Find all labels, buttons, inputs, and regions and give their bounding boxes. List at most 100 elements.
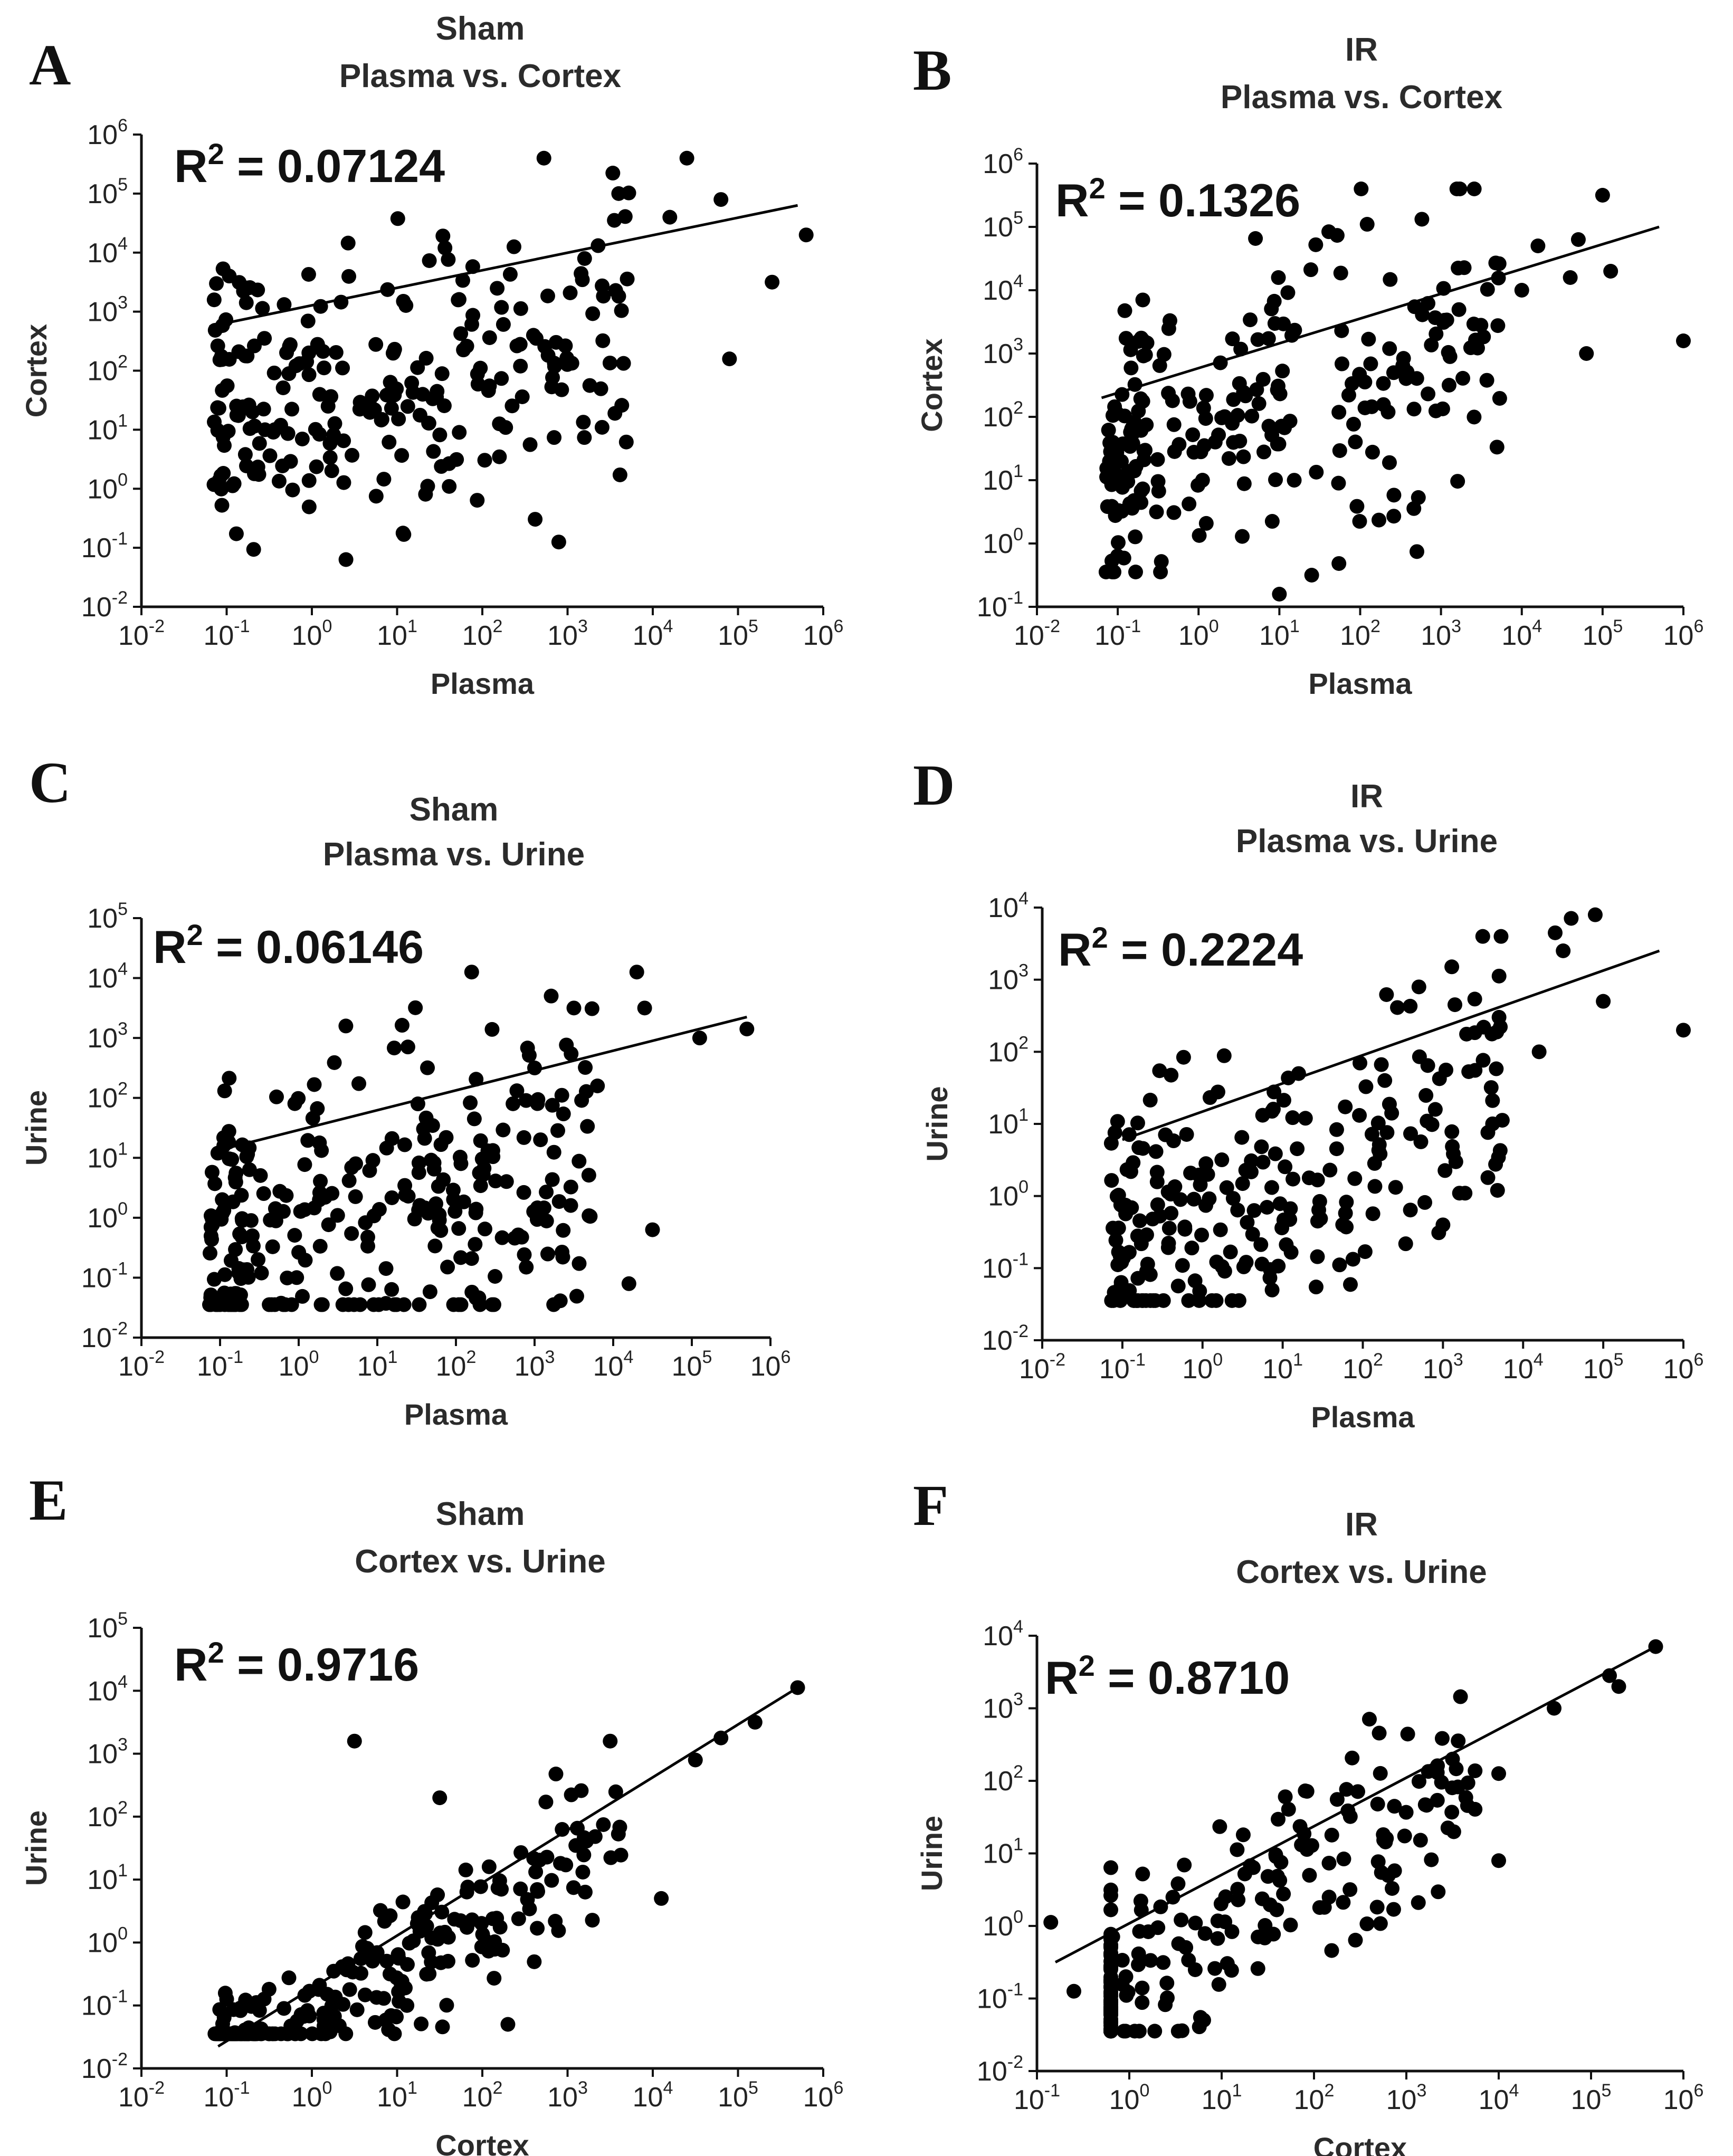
- data-point: [351, 1076, 367, 1091]
- data-point: [1272, 1873, 1288, 1888]
- data-point: [1445, 1139, 1460, 1154]
- data-point: [1308, 1280, 1323, 1295]
- data-point: [263, 1213, 278, 1228]
- data-point: [1467, 182, 1482, 196]
- data-point: [1210, 1913, 1225, 1929]
- data-point: [1130, 1271, 1146, 1286]
- data-point: [1379, 1125, 1395, 1140]
- data-point: [1451, 261, 1466, 276]
- regression-line: [209, 204, 798, 328]
- data-point: [1298, 1111, 1313, 1126]
- data-point: [1342, 1277, 1358, 1292]
- data-point: [1364, 1127, 1379, 1142]
- x-tick-label: 103: [1386, 2081, 1427, 2115]
- data-point: [1467, 991, 1482, 1007]
- data-point: [341, 269, 357, 284]
- data-point: [513, 358, 528, 374]
- data-point: [1364, 399, 1379, 414]
- data-point: [215, 1192, 230, 1207]
- data-point: [1556, 943, 1571, 958]
- data-point: [1131, 1957, 1146, 1972]
- data-point: [1243, 1858, 1258, 1873]
- data-point: [213, 468, 228, 483]
- chart-title-line: IR: [1345, 32, 1378, 68]
- x-tick-label: 10-1: [1094, 616, 1141, 651]
- r-squared-label: R2 = 0.8710: [1045, 1649, 1290, 1704]
- data-point: [410, 1096, 425, 1112]
- x-tick-label: 10-2: [118, 1347, 165, 1382]
- data-point: [527, 1060, 542, 1075]
- data-point: [1475, 1053, 1491, 1068]
- chart-title-line: Plasma vs. Urine: [323, 836, 585, 873]
- data-point: [1107, 399, 1122, 414]
- data-point: [411, 1910, 426, 1925]
- data-point: [499, 1174, 514, 1189]
- data-point: [1265, 1101, 1281, 1117]
- data-point: [1272, 587, 1287, 602]
- data-point: [1103, 1960, 1118, 1976]
- data-point: [1145, 1211, 1160, 1227]
- data-point: [1221, 451, 1236, 466]
- data-point: [582, 1208, 597, 1223]
- chart-title-line: Plasma vs. Cortex: [1221, 79, 1503, 116]
- data-point: [353, 1951, 368, 1967]
- data-point: [342, 1982, 357, 1997]
- data-point: [309, 459, 324, 474]
- data-point: [1103, 461, 1119, 476]
- data-point: [533, 1132, 548, 1148]
- data-point: [1570, 232, 1586, 247]
- data-point: [1128, 459, 1144, 474]
- data-point: [509, 338, 525, 354]
- data-point: [344, 1160, 359, 1175]
- data-point: [1141, 1924, 1156, 1939]
- data-point: [1603, 264, 1618, 279]
- data-point: [1067, 1983, 1081, 1999]
- data-point: [1131, 2024, 1147, 2039]
- data-point: [1138, 347, 1153, 362]
- data-point: [504, 398, 520, 414]
- data-point: [362, 1163, 377, 1178]
- data-point: [621, 1276, 636, 1291]
- data-point: [1444, 1124, 1460, 1139]
- data-point: [1123, 360, 1139, 376]
- data-point: [1444, 1805, 1460, 1820]
- data-point: [559, 350, 575, 366]
- y-tick-label: 105: [983, 208, 1023, 243]
- data-point: [262, 448, 278, 463]
- data-point: [568, 1838, 584, 1853]
- r-squared-label: R2 = 0.07124: [174, 137, 445, 192]
- data-point: [256, 1186, 271, 1201]
- data-point: [424, 1152, 439, 1168]
- data-point: [464, 1251, 479, 1266]
- data-point: [449, 452, 464, 467]
- data-point: [654, 1891, 669, 1906]
- x-tick-label: 104: [633, 2078, 673, 2113]
- data-point: [1333, 265, 1348, 281]
- data-point: [458, 1862, 473, 1877]
- data-point: [1403, 1203, 1418, 1218]
- data-point: [1350, 1784, 1366, 1799]
- data-point: [330, 1208, 345, 1223]
- data-point: [368, 337, 384, 352]
- data-point: [387, 387, 402, 403]
- data-point: [1403, 998, 1418, 1014]
- data-point: [1450, 1779, 1465, 1795]
- data-point: [215, 1205, 230, 1220]
- data-point: [575, 1864, 591, 1880]
- x-tick-label: 102: [462, 2078, 503, 2113]
- data-point: [418, 350, 434, 366]
- data-point: [247, 418, 262, 434]
- x-tick-label: 101: [357, 1347, 398, 1382]
- data-point: [1491, 270, 1506, 285]
- data-point: [1264, 1282, 1280, 1298]
- data-point: [435, 228, 451, 244]
- data-point: [216, 1130, 231, 1146]
- data-point: [1152, 1063, 1167, 1079]
- data-point: [317, 1190, 332, 1205]
- data-point: [1563, 270, 1578, 285]
- data-point: [301, 345, 317, 360]
- data-point: [1338, 1099, 1353, 1114]
- data-point: [637, 1000, 652, 1016]
- data-point: [396, 527, 412, 542]
- data-point: [1386, 365, 1401, 380]
